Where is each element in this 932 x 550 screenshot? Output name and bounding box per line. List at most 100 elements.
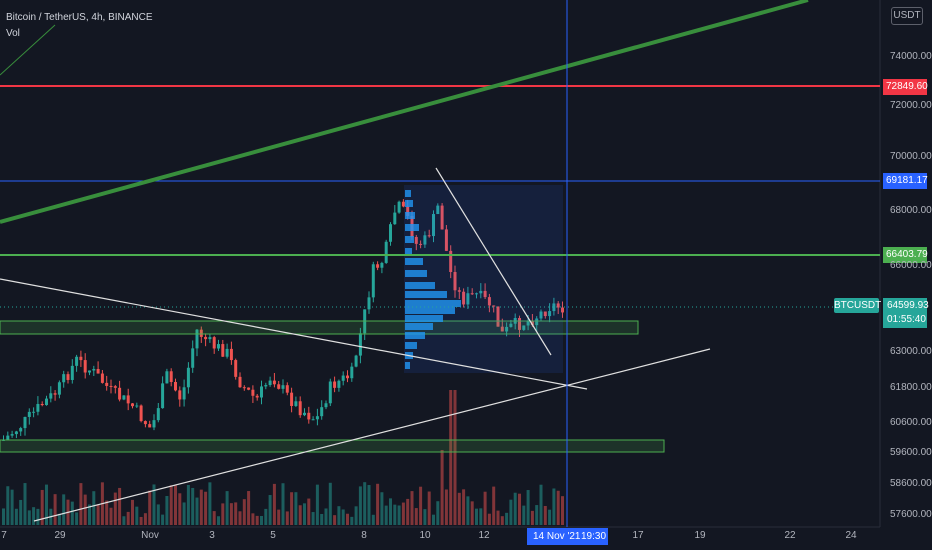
candle-body [161, 383, 165, 409]
price-tick: 57600.00 [890, 509, 932, 520]
candle-body [487, 297, 491, 306]
volume-bar [367, 485, 371, 525]
volume-profile-bar [405, 307, 455, 314]
candle-body [500, 326, 504, 332]
volume-bar [57, 513, 61, 525]
volume-bar [470, 501, 474, 525]
candle-body [423, 235, 427, 245]
volume-bar [333, 515, 337, 525]
volume-bar [6, 486, 10, 525]
time-tick: 12 [478, 530, 490, 541]
volume-bar [423, 509, 427, 525]
volume-bar [186, 484, 190, 525]
candle-body [19, 428, 23, 432]
volume-bar [212, 511, 216, 525]
candle-body [204, 336, 208, 340]
volume-bar [285, 511, 289, 525]
cursor-date: 14 Nov '21 [533, 531, 581, 542]
volume-bar [251, 513, 255, 525]
volume-bar [88, 504, 91, 525]
volume-bar [45, 484, 48, 525]
volume-bar [255, 515, 259, 525]
time-tick: 10 [419, 530, 431, 541]
candle-body [466, 293, 470, 305]
volume-bar [294, 492, 298, 525]
candle-body [255, 395, 259, 398]
candle-body [509, 323, 513, 327]
candle-body [522, 325, 526, 330]
volume-profile-bar [405, 270, 427, 277]
volume-bar [466, 496, 470, 525]
candle-body [315, 416, 319, 420]
volume-bar [199, 489, 203, 525]
volume-bar [277, 509, 281, 525]
time-tick: 3 [209, 530, 215, 541]
drawings[interactable] [0, 0, 881, 528]
volume-profile-bar [405, 323, 433, 330]
volume-bar [281, 483, 285, 525]
symbol-label: BTCUSDT [834, 298, 882, 313]
volume-bar [449, 390, 453, 525]
time-tick: Nov [141, 530, 159, 541]
candle-body [165, 371, 169, 384]
price-label-blue: 69181.17 [883, 173, 928, 189]
candle-body [419, 243, 423, 245]
volume-bar [522, 505, 526, 525]
candle-body [277, 384, 281, 389]
volume-bar [350, 516, 354, 525]
volume-bar [457, 492, 461, 525]
currency-badge[interactable]: USDT [891, 7, 923, 25]
price-tick: 70000.00 [890, 151, 932, 162]
volume-bar [165, 495, 169, 525]
volume-bar [260, 515, 263, 525]
candle-body [143, 421, 147, 425]
candle-body [539, 311, 543, 319]
volume-bar [389, 498, 392, 525]
price-tick: 61800.00 [890, 382, 932, 393]
candle-body [371, 264, 375, 298]
volume-bar [122, 516, 126, 525]
candle-body [272, 380, 276, 385]
last-price-value: 64599.93 [887, 300, 929, 311]
volume-bar [96, 504, 100, 525]
volume-bar [410, 491, 414, 525]
volume-bar [509, 499, 513, 525]
volume-bar [397, 505, 401, 525]
volume-bar [414, 508, 418, 525]
cursor-time: 19:30 [581, 531, 607, 542]
volume-bar [401, 502, 405, 525]
volume-bar [496, 510, 500, 525]
volume-bar [139, 516, 143, 525]
candle-body [208, 337, 212, 340]
volume-bar [75, 512, 79, 525]
candle-body [79, 356, 83, 361]
time-tick: 22 [784, 530, 796, 541]
candle-body [27, 411, 31, 417]
time-tick: 29 [54, 530, 66, 541]
volume-bar [479, 508, 483, 525]
volume-bar [315, 484, 319, 525]
volume-bar [556, 490, 560, 525]
candle-body [324, 403, 328, 408]
volume-bar [393, 504, 397, 525]
volume-bar [208, 482, 212, 525]
candle-body [83, 360, 87, 373]
candle-body [543, 311, 547, 317]
candle-body [393, 212, 397, 225]
candle-body [10, 434, 14, 436]
volume-profile-bar [405, 362, 410, 369]
volume-profile-bar [405, 224, 419, 231]
volume-bar [169, 485, 173, 525]
volume-bar [384, 505, 388, 525]
volume-bar [513, 492, 517, 525]
candle-body [148, 424, 152, 428]
candle-body [195, 329, 199, 349]
volume-bar [32, 507, 36, 525]
volume-bar [229, 503, 233, 525]
candle-body [556, 303, 560, 308]
price-label-red: 72849.60 [883, 79, 928, 95]
price-tick: 72000.00 [890, 100, 932, 111]
candle-body [526, 321, 530, 326]
volume-bar [406, 498, 410, 525]
